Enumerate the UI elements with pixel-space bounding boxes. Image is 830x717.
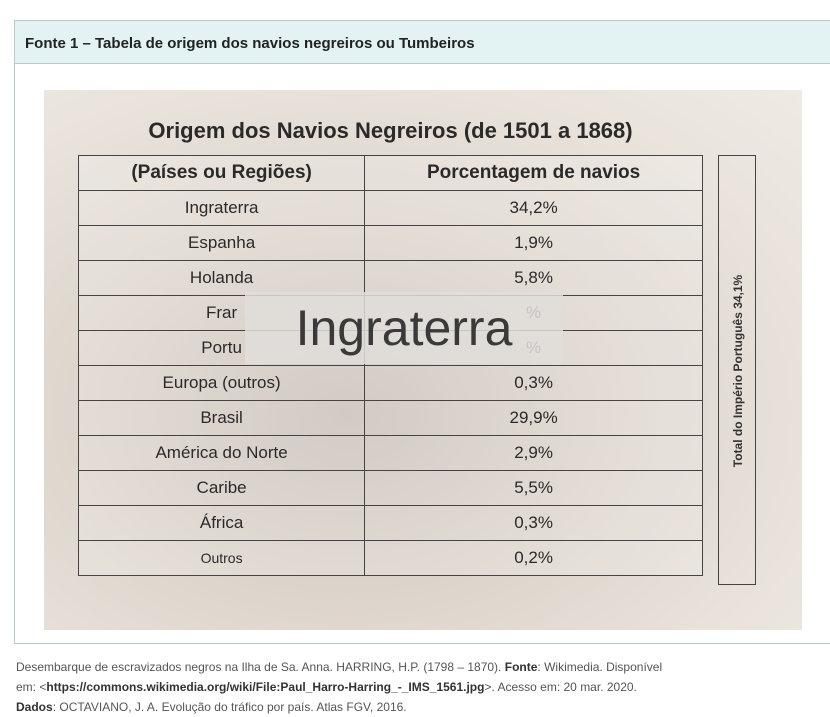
region-cell: Outros xyxy=(79,541,365,576)
percent-cell: 34,2% xyxy=(365,191,703,226)
region-cell: Espanha xyxy=(79,226,365,261)
caption-text: em: < xyxy=(16,680,46,694)
region-cell: Brasil xyxy=(79,401,365,436)
caption-bold: Dados xyxy=(16,700,53,714)
region-cell: Europa (outros) xyxy=(79,366,365,401)
header: Fonte 1 – Tabela de origem dos navios ne… xyxy=(14,20,830,64)
side-note-box: Total do Império Português 34,1% xyxy=(718,155,756,585)
caption-line: Dados: OCTAVIANO, J. A. Evolução do tráf… xyxy=(16,697,830,717)
caption-link[interactable]: https://commons.wikimedia.org/wiki/File:… xyxy=(46,680,484,694)
region-cell: Ingraterra xyxy=(79,191,365,226)
caption: Desembarque de escravizados negros na Il… xyxy=(16,657,830,717)
header-title: Fonte 1 – Tabela de origem dos navios ne… xyxy=(25,35,475,52)
percent-cell: 1,9% xyxy=(365,226,703,261)
caption-text: : OCTAVIANO, J. A. Evolução do tráfico p… xyxy=(53,700,407,714)
percent-cell: 0,2% xyxy=(365,541,703,576)
percent-cell: 5,8% xyxy=(365,261,703,296)
table-row: Europa (outros)0,3% xyxy=(79,366,703,401)
column-header: Porcentagem de navios xyxy=(365,156,703,191)
caption-bold: Fonte xyxy=(505,660,538,674)
percent-cell: 29,9% xyxy=(365,401,703,436)
caption-line: em: <https://commons.wikimedia.org/wiki/… xyxy=(16,677,830,697)
zoom-overlay: Ingraterra xyxy=(245,292,563,364)
region-cell: Caribe xyxy=(79,471,365,506)
caption-line: Desembarque de escravizados negros na Il… xyxy=(16,657,830,677)
region-cell: América do Norte xyxy=(79,436,365,471)
header-row: (Países ou Regiões)Porcentagem de navios xyxy=(79,156,703,191)
percent-cell: 5,5% xyxy=(365,471,703,506)
page: {"header": {"title": "Fonte 1 – Tabela d… xyxy=(0,0,830,715)
percent-cell: 2,9% xyxy=(365,436,703,471)
region-cell: África xyxy=(79,506,365,541)
percent-cell: 0,3% xyxy=(365,366,703,401)
percent-cell: 0,3% xyxy=(365,506,703,541)
caption-text: : Wikimedia. Disponível xyxy=(537,660,662,674)
region-cell: Holanda xyxy=(79,261,365,296)
caption-text: >. Acesso em: 20 mar. 2020. xyxy=(484,680,636,694)
table-title: Origem dos Navios Negreiros (de 1501 a 1… xyxy=(78,118,703,144)
column-header: (Países ou Regiões) xyxy=(79,156,365,191)
origin-table: (Países ou Regiões)Porcentagem de navios… xyxy=(78,155,703,576)
caption-text: Desembarque de escravizados negros na Il… xyxy=(16,660,505,674)
side-note: Total do Império Português 34,1% xyxy=(731,275,745,467)
